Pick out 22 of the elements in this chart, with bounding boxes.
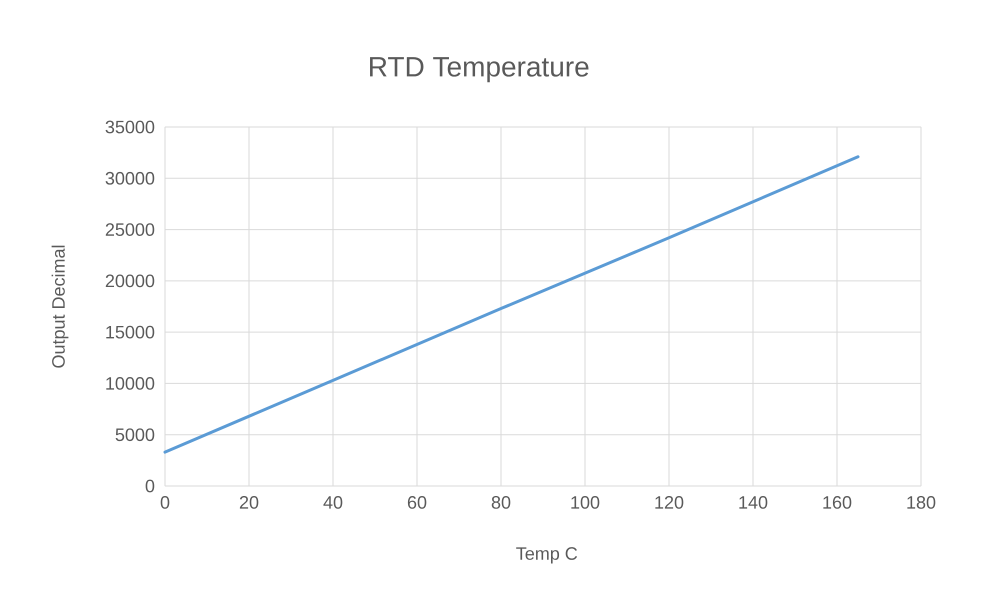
y-tick-label: 15000 [106, 326, 154, 339]
x-tick-label: 0 [160, 496, 170, 509]
y-tick-label: 0 [146, 480, 154, 492]
y-axis-title: Output Decimal [52, 246, 68, 368]
chart-title: RTD Temperature [370, 57, 588, 82]
x-tick-label: 80 [492, 496, 510, 509]
y-tick-label: 5000 [116, 428, 154, 442]
line-series [164, 155, 860, 454]
x-tick-label: 40 [323, 496, 342, 509]
x-tick-label: 120 [655, 496, 684, 509]
y-tick-label: 35000 [106, 120, 154, 134]
x-tick-label: 180 [907, 496, 936, 509]
y-tick-label: 30000 [106, 172, 154, 185]
x-tick-label: 20 [240, 496, 258, 509]
x-tick-label: 100 [571, 496, 600, 509]
y-tick-label: 20000 [106, 274, 154, 288]
x-tick-label: 60 [408, 496, 426, 509]
y-tick-label: 10000 [106, 377, 154, 390]
x-axis-title: Temp C [516, 547, 578, 564]
x-tick-label: 140 [739, 496, 768, 509]
x-tick-label: 160 [823, 496, 852, 509]
y-tick-label: 25000 [106, 223, 154, 236]
